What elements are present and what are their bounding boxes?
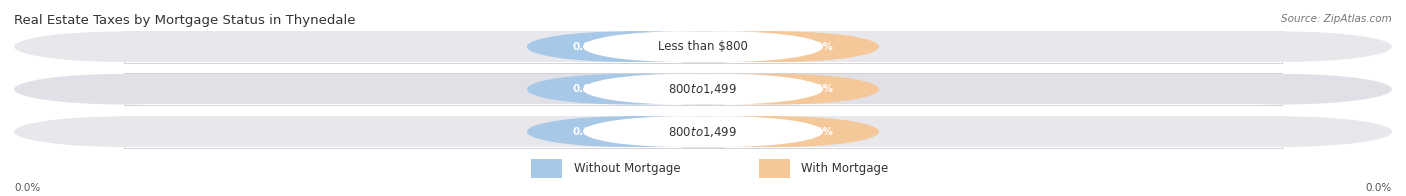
Ellipse shape <box>527 74 724 104</box>
Bar <box>759 116 780 147</box>
Ellipse shape <box>626 116 823 147</box>
Text: 0.0%: 0.0% <box>572 42 602 52</box>
Ellipse shape <box>661 116 858 147</box>
Bar <box>124 116 1282 148</box>
Ellipse shape <box>1173 74 1392 104</box>
Bar <box>759 74 780 104</box>
Ellipse shape <box>14 74 233 104</box>
Ellipse shape <box>661 74 858 104</box>
Ellipse shape <box>682 74 879 104</box>
Ellipse shape <box>527 31 724 62</box>
Text: 0.0%: 0.0% <box>572 84 602 94</box>
Text: $800 to $1,499: $800 to $1,499 <box>668 82 738 96</box>
Bar <box>682 31 724 62</box>
Bar <box>682 74 724 104</box>
Text: 0.0%: 0.0% <box>804 42 834 52</box>
Bar <box>124 74 1282 104</box>
Text: $800 to $1,499: $800 to $1,499 <box>668 125 738 139</box>
Bar <box>626 31 647 62</box>
Text: 0.0%: 0.0% <box>14 183 41 193</box>
Text: Less than $800: Less than $800 <box>658 40 748 53</box>
Text: Source: ZipAtlas.com: Source: ZipAtlas.com <box>1281 14 1392 24</box>
Text: Without Mortgage: Without Mortgage <box>574 162 681 175</box>
Ellipse shape <box>626 74 823 104</box>
Bar <box>626 74 647 104</box>
Bar <box>626 116 647 147</box>
Text: 0.0%: 0.0% <box>804 127 834 137</box>
Bar <box>124 31 1282 63</box>
Ellipse shape <box>626 31 823 62</box>
Ellipse shape <box>14 31 233 62</box>
Text: 0.0%: 0.0% <box>572 127 602 137</box>
Ellipse shape <box>583 31 780 62</box>
Bar <box>682 116 724 147</box>
Ellipse shape <box>1173 116 1392 147</box>
Text: 0.0%: 0.0% <box>1365 183 1392 193</box>
Ellipse shape <box>661 31 858 62</box>
Bar <box>124 73 1282 105</box>
Ellipse shape <box>583 116 780 147</box>
Ellipse shape <box>14 116 233 147</box>
Bar <box>759 31 780 62</box>
Bar <box>759 159 790 178</box>
Ellipse shape <box>1173 31 1392 62</box>
Text: 0.0%: 0.0% <box>804 84 834 94</box>
Ellipse shape <box>548 31 745 62</box>
Text: With Mortgage: With Mortgage <box>801 162 889 175</box>
Ellipse shape <box>583 74 780 104</box>
Bar <box>124 31 1282 62</box>
Bar <box>531 159 562 178</box>
Ellipse shape <box>548 74 745 104</box>
Text: Real Estate Taxes by Mortgage Status in Thynedale: Real Estate Taxes by Mortgage Status in … <box>14 14 356 27</box>
Ellipse shape <box>682 31 879 62</box>
Ellipse shape <box>527 116 724 147</box>
Bar <box>124 116 1282 147</box>
Ellipse shape <box>548 116 745 147</box>
Ellipse shape <box>682 116 879 147</box>
